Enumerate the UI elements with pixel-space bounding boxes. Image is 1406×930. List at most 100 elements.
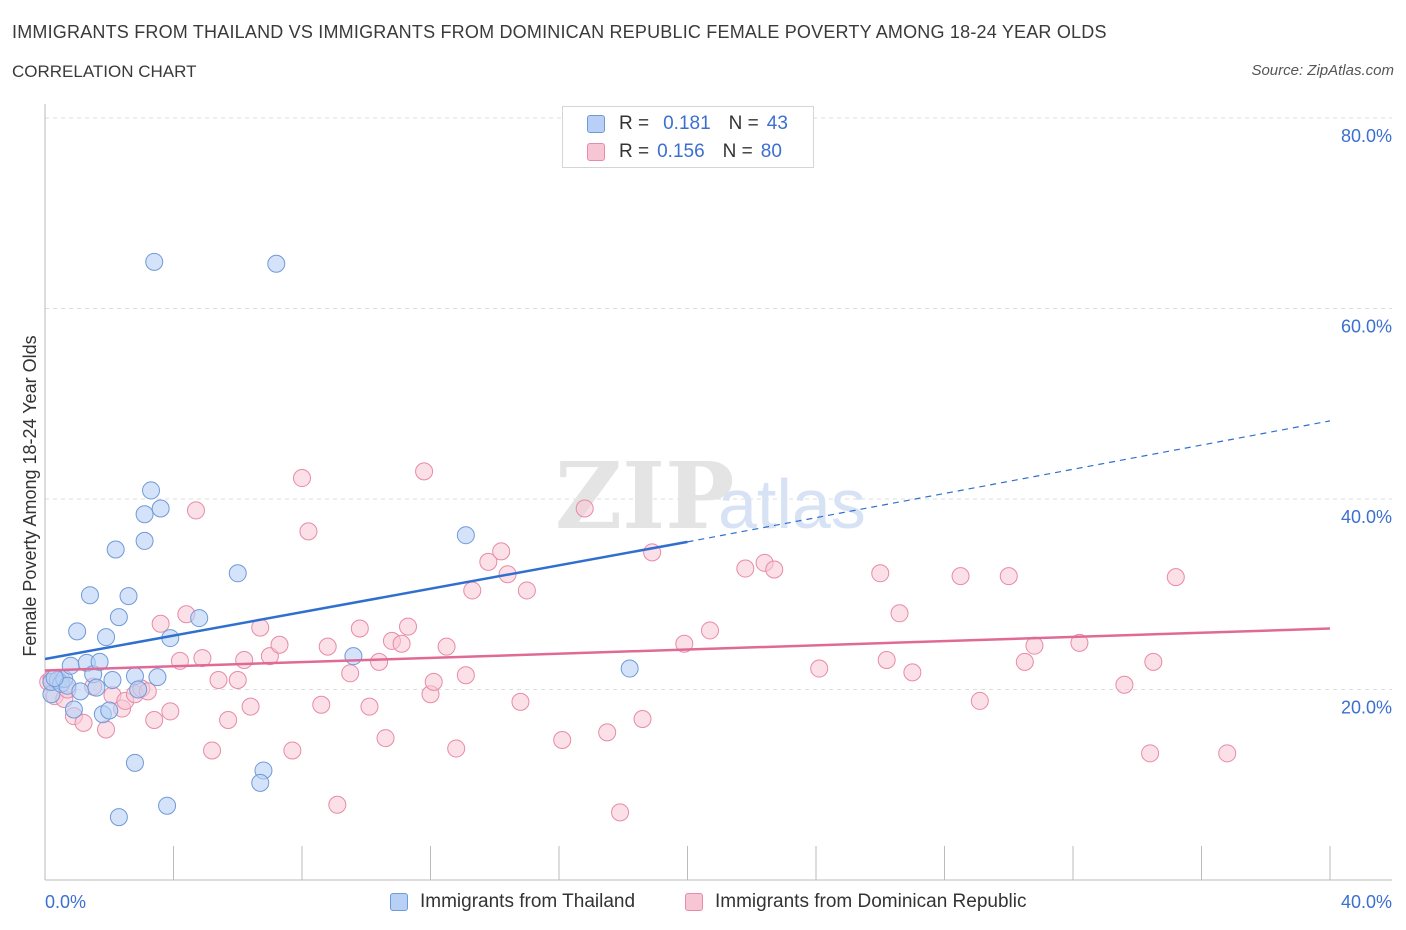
point-thailand (103, 670, 122, 689)
point-thailand (125, 753, 144, 772)
point-dominican (370, 652, 389, 671)
point-dominican (151, 614, 170, 633)
watermark: ZIP atlas (555, 442, 866, 550)
point-dominican (553, 730, 572, 749)
point-thailand (142, 481, 161, 500)
legend-r-label: R = (619, 113, 650, 134)
legend-n-value: 80 (760, 141, 782, 162)
point-dominican (736, 559, 755, 578)
y-tick-label: 20.0% (1341, 698, 1392, 718)
point-thailand (456, 526, 475, 545)
point-thailand (190, 609, 209, 628)
y-tick-label: 80.0% (1341, 126, 1392, 146)
point-dominican (209, 670, 228, 689)
point-dominican (97, 720, 116, 739)
point-thailand (97, 628, 116, 647)
point-dominican (1218, 744, 1237, 763)
point-dominican (328, 795, 347, 814)
chart-title: IMMIGRANTS FROM THAILAND VS IMMIGRANTS F… (12, 22, 1107, 42)
point-dominican (241, 697, 260, 716)
point-dominican (312, 695, 331, 714)
point-dominican (350, 619, 369, 638)
point-thailand (100, 701, 119, 720)
point-thailand (45, 669, 64, 688)
legend-swatch-dominican (587, 143, 605, 161)
point-dominican (293, 469, 311, 488)
point-dominican (1144, 652, 1163, 671)
legend-r-label: R = (619, 141, 650, 162)
legend-n-label: N = (722, 141, 753, 162)
point-dominican (161, 702, 180, 721)
point-dominican (424, 672, 443, 691)
legend-n-value: 43 (766, 113, 788, 134)
point-thailand (87, 678, 106, 697)
point-dominican (415, 462, 434, 481)
point-thailand (61, 656, 80, 675)
trend-line-dominican (44, 627, 1331, 672)
point-dominican (270, 635, 289, 654)
point-thailand (251, 773, 270, 792)
point-dominican (598, 723, 617, 742)
point-dominican (360, 697, 379, 716)
point-dominican (74, 713, 93, 732)
point-thailand (119, 587, 138, 606)
point-dominican (1115, 675, 1134, 694)
point-dominican (145, 710, 164, 729)
point-dominican (399, 617, 418, 636)
point-dominican (517, 581, 536, 600)
point-dominican (633, 710, 652, 729)
source-label: Source: ZipAtlas.com (1251, 62, 1394, 79)
point-dominican (999, 567, 1018, 586)
point-thailand (620, 659, 639, 678)
y-tick-label: 60.0% (1341, 317, 1392, 337)
point-thailand (64, 700, 83, 719)
y-tick-label: 40.0% (1341, 507, 1392, 527)
point-thailand (109, 608, 128, 627)
point-thailand (129, 680, 148, 699)
legend-row-thailand: R = 0.181 N = 43 (587, 112, 788, 136)
bottom-legend-swatch-thailand (390, 893, 408, 911)
point-thailand (158, 796, 177, 815)
x-tick-label: 40.0% (1341, 892, 1392, 912)
grid-lines (45, 117, 1392, 690)
point-thailand (80, 586, 99, 605)
y-axis-label: Female Poverty Among 18-24 Year Olds (20, 335, 40, 656)
point-dominican (700, 621, 719, 640)
point-dominican (877, 650, 896, 669)
chart-subtitle: CORRELATION CHART (12, 62, 197, 81)
bottom-legend-swatch-dominican (685, 893, 703, 911)
point-dominican (810, 659, 829, 678)
point-dominican (283, 741, 302, 760)
point-dominican (611, 803, 630, 822)
point-thailand (148, 668, 167, 687)
point-dominican (219, 710, 238, 729)
trend-line-thailand (44, 540, 688, 661)
trend-line-thailand-extension (687, 420, 1331, 543)
bottom-legend-dominican: Immigrants from Dominican Republic (685, 889, 1027, 915)
point-dominican (392, 634, 411, 653)
watermark-atlas: atlas (718, 465, 866, 543)
point-dominican (903, 663, 922, 682)
point-dominican (511, 692, 530, 711)
point-dominican (951, 567, 970, 586)
point-dominican (765, 560, 784, 579)
tick-labels: 20.0% 40.0% 60.0% 80.0% 0.0% 40.0% (45, 126, 1392, 912)
point-dominican (890, 604, 909, 623)
watermark-zip: ZIP (555, 442, 734, 550)
point-dominican (575, 499, 594, 518)
point-dominican (299, 522, 318, 541)
legend-n-label: N = (728, 113, 759, 134)
point-dominican (447, 739, 466, 758)
x-tick-label: 0.0% (45, 892, 86, 912)
point-dominican (492, 542, 511, 561)
point-dominican (1141, 744, 1160, 763)
point-thailand (145, 252, 164, 271)
point-dominican (228, 670, 247, 689)
legend-r-value: 0.181 (663, 113, 711, 134)
point-dominican (341, 664, 360, 683)
point-dominican (1070, 633, 1089, 652)
point-dominican (193, 649, 212, 668)
bottom-legend-label-dominican: Immigrants from Dominican Republic (715, 891, 1027, 912)
bottom-legend-thailand: Immigrants from Thailand (390, 889, 635, 915)
legend: R = 0.181 N = 43 R = 0.156 N = 80 (562, 106, 814, 168)
